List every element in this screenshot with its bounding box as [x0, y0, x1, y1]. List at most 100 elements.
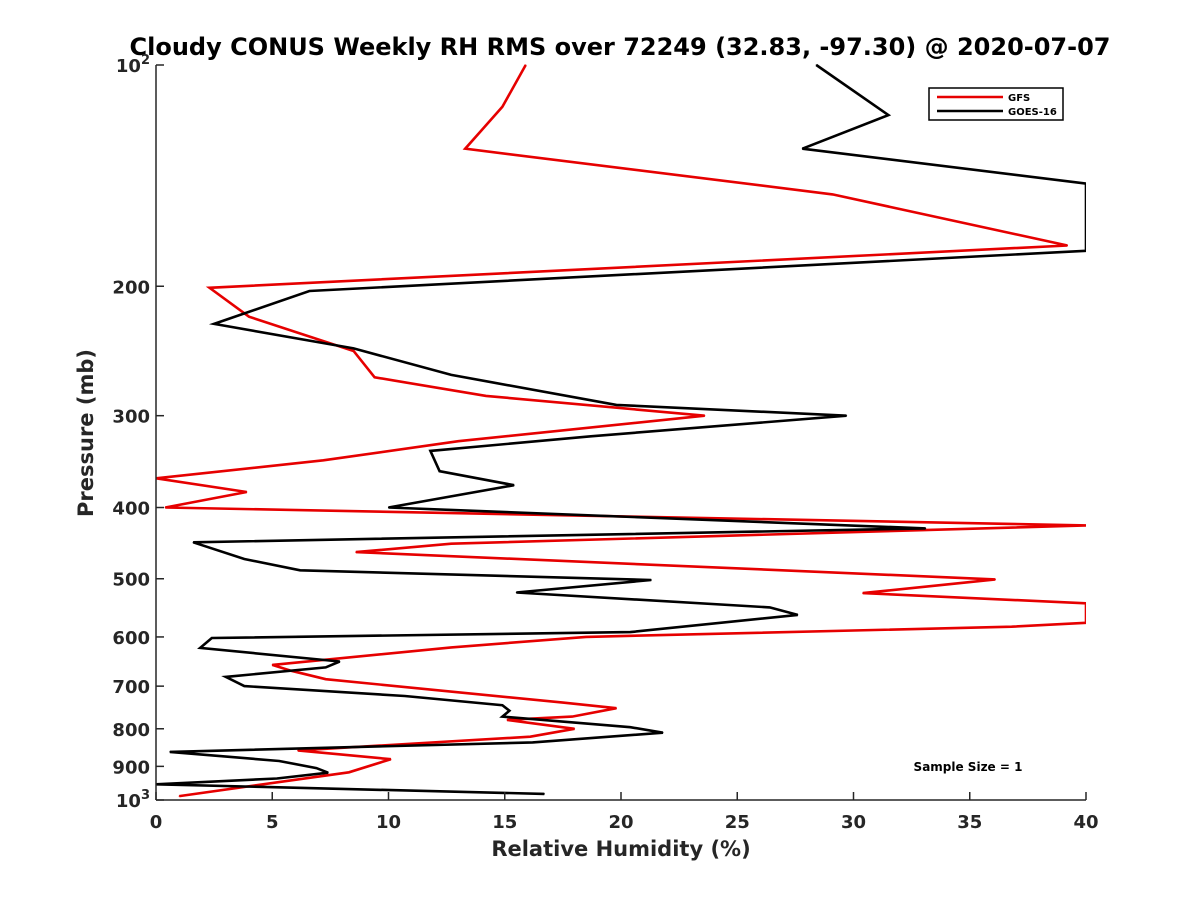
data-point-goes16: [199, 647, 201, 649]
data-point-goes16: [213, 323, 215, 325]
data-point-goes16: [315, 767, 317, 769]
data-point-goes16: [615, 404, 618, 406]
data-point-goes16: [327, 772, 329, 774]
data-point-gfs: [1085, 524, 1086, 526]
data-point-goes16: [169, 751, 171, 753]
data-point-goes16: [278, 760, 280, 762]
y-tick-label-base: 10: [116, 56, 141, 77]
data-point-gfs: [585, 636, 587, 638]
data-point-gfs: [994, 578, 996, 581]
data-point-goes16: [439, 470, 441, 472]
y-tick-label: 500: [112, 570, 150, 591]
data-point-gfs: [450, 543, 452, 545]
data-point-gfs: [1085, 622, 1086, 624]
data-point-gfs: [353, 350, 355, 352]
y-tick-label-base: 500: [112, 570, 150, 591]
data-point-goes16: [450, 374, 452, 376]
data-point-goes16: [339, 660, 341, 663]
y-tick-label-exponent: 3: [141, 788, 150, 803]
data-point-gfs: [615, 707, 618, 709]
data-point-gfs: [271, 664, 273, 666]
y-tick-label: 102: [116, 53, 150, 77]
data-point-gfs: [501, 106, 503, 108]
data-point-goes16: [501, 704, 503, 706]
data-point-goes16: [508, 710, 510, 712]
data-point-gfs: [208, 287, 211, 289]
data-point-gfs: [573, 728, 576, 730]
data-point-gfs: [178, 795, 180, 797]
y-tick-label: 300: [112, 407, 150, 428]
data-point-goes16: [276, 777, 278, 780]
data-point-gfs: [164, 506, 166, 509]
y-tick-label-base: 400: [112, 499, 150, 520]
x-tick-label: 15: [492, 812, 517, 833]
y-tick-label: 900: [112, 757, 150, 778]
y-tick-label-base: 900: [112, 757, 150, 778]
x-tick-label: 20: [608, 812, 633, 833]
data-point-goes16: [225, 676, 227, 678]
data-point-gfs: [464, 148, 466, 150]
x-tick-label: 5: [266, 812, 279, 833]
data-point-goes16: [513, 484, 515, 486]
chart-title: Cloudy CONUS Weekly RH RMS over 72249 (3…: [130, 33, 1111, 61]
series-layer: [156, 63, 1086, 798]
data-point-goes16: [629, 631, 631, 633]
data-point-gfs: [322, 459, 324, 461]
data-point-goes16: [243, 685, 245, 687]
data-point-gfs: [485, 395, 487, 397]
legend-label-goes16: GOES-16: [1008, 107, 1057, 118]
data-point-gfs: [1085, 602, 1086, 604]
y-axis-label: Pressure (mb): [74, 349, 98, 517]
data-point-goes16: [845, 415, 848, 417]
data-point-goes16: [650, 579, 652, 581]
data-point-gfs: [297, 749, 299, 752]
data-point-goes16: [532, 741, 534, 744]
y-tick-label: 103: [116, 788, 150, 812]
ticks-layer: 0 5 10 15 20 25 30 35 40102200300400500600700800…: [112, 53, 1098, 833]
x-tick-label: 30: [841, 812, 866, 833]
data-point-goes16: [769, 606, 771, 609]
data-point-gfs: [1066, 244, 1068, 247]
data-point-gfs: [325, 678, 327, 680]
data-point-goes16: [515, 591, 518, 594]
data-point-goes16: [662, 732, 664, 734]
y-tick-label: 200: [112, 277, 150, 298]
data-point-goes16: [404, 695, 406, 697]
data-point-gfs: [1011, 626, 1013, 628]
y-tick-label-base: 700: [112, 677, 150, 698]
y-tick-label: 700: [112, 677, 150, 698]
data-point-goes16: [211, 637, 213, 639]
x-tick-label: 0: [150, 812, 163, 833]
y-tick-label-exponent: 2: [141, 53, 150, 68]
legend-label-gfs: GFS: [1008, 93, 1030, 104]
data-point-goes16: [887, 114, 890, 116]
legend: GFS GOES-16: [928, 87, 1064, 121]
data-point-goes16: [590, 435, 592, 437]
y-tick-label: 400: [112, 499, 150, 520]
data-point-goes16: [387, 506, 390, 509]
data-point-goes16: [192, 541, 194, 543]
x-axis-label: Relative Humidity (%): [491, 837, 750, 861]
data-point-gfs: [529, 736, 531, 738]
data-point-gfs: [704, 415, 706, 417]
data-point-gfs: [457, 440, 459, 442]
x-tick-label: 10: [376, 812, 401, 833]
data-point-goes16: [925, 527, 927, 530]
data-point-goes16: [429, 450, 431, 452]
sample-size-annotation: Sample Size = 1: [914, 760, 1023, 774]
data-point-gfs: [374, 376, 376, 378]
x-tick-label: 40: [1073, 812, 1098, 833]
data-point-gfs: [525, 64, 527, 66]
data-point-goes16: [308, 290, 310, 292]
data-point-goes16: [1085, 250, 1086, 252]
data-point-goes16: [629, 726, 631, 728]
data-point-gfs: [862, 592, 864, 594]
data-point-gfs: [506, 719, 508, 721]
legend-box: [928, 87, 1064, 121]
data-point-goes16: [299, 569, 301, 571]
y-tick-label-base: 600: [112, 628, 150, 649]
data-point-goes16: [243, 558, 245, 560]
y-tick-label-base: 200: [112, 277, 150, 298]
data-point-gfs: [355, 551, 357, 553]
